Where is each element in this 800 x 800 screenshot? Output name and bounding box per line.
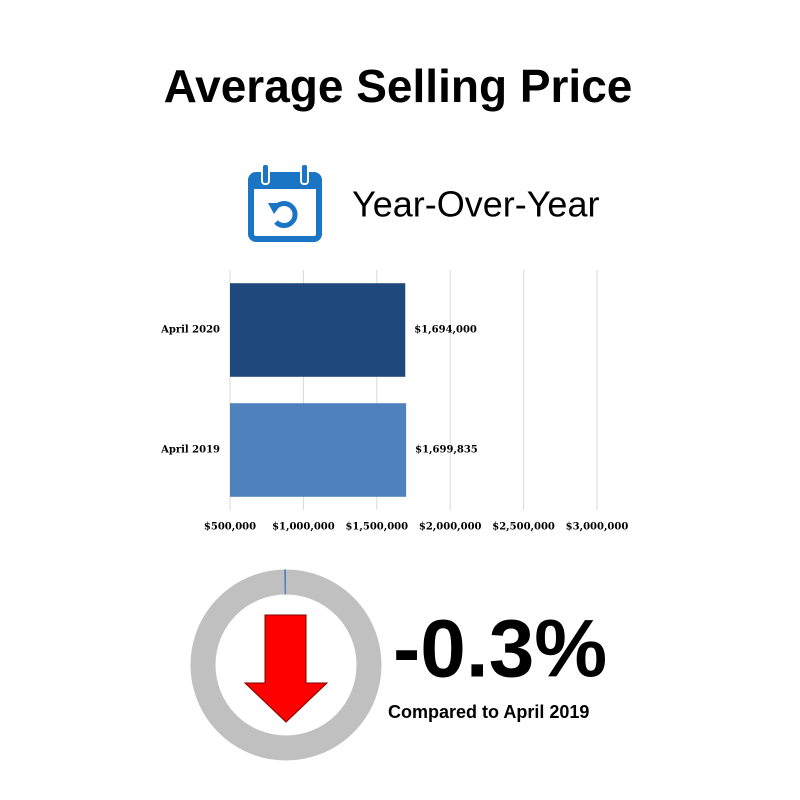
- calendar-icon: [248, 163, 322, 242]
- bar: [230, 283, 406, 377]
- title: Average Selling Price: [164, 60, 633, 112]
- x-tick-label: $1,500,000: [345, 522, 408, 533]
- subtitle: Year-Over-Year: [352, 184, 599, 225]
- change-caption: Compared to April 2019: [388, 702, 589, 722]
- x-tick-label: $2,500,000: [492, 522, 555, 533]
- x-tick-label: $1,000,000: [272, 522, 335, 533]
- y-tick-label: April 2020: [160, 325, 220, 336]
- down-arrow: [243, 614, 329, 723]
- x-tick-label: $3,000,000: [566, 522, 629, 533]
- value-label: $1,694,000: [414, 325, 477, 336]
- x-tick-label: $500,000: [204, 522, 256, 533]
- bar: [230, 403, 407, 497]
- y-tick-label: April 2019: [160, 445, 220, 456]
- change-value: -0.3%: [393, 604, 607, 695]
- value-label: $1,699,835: [415, 445, 478, 456]
- x-tick-label: $2,000,000: [419, 522, 482, 533]
